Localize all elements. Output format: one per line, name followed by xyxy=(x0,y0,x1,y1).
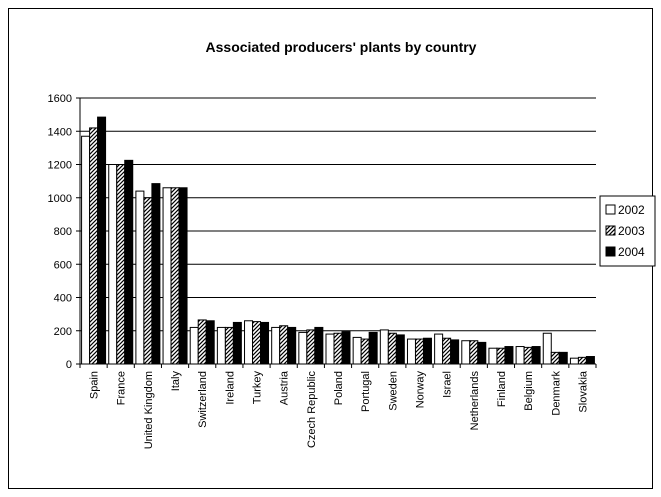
x-category-label: Portugal xyxy=(360,371,372,412)
bar-2004-italy xyxy=(178,187,188,365)
bar-2004-united-kingdom xyxy=(151,183,161,365)
bar-2003-turkey xyxy=(252,321,262,365)
y-tick-label: 1400 xyxy=(48,126,72,138)
bar-2003-ireland xyxy=(224,326,234,365)
x-category-label: Slovakia xyxy=(577,370,589,412)
bar-2002-finland xyxy=(488,347,498,365)
bar-2002-portugal xyxy=(352,336,362,365)
y-tick-label: 800 xyxy=(54,226,72,238)
bar-2004-france xyxy=(124,159,134,365)
bar-2003-sweden xyxy=(387,332,397,365)
bar-2004-sweden xyxy=(395,334,405,365)
bar-2003-united-kingdom xyxy=(143,197,153,365)
bar-2002-united-kingdom xyxy=(135,190,145,365)
bar-2003-spain xyxy=(89,127,99,365)
bar-2003-portugal xyxy=(360,338,370,365)
bar-2004-denmark xyxy=(558,351,568,365)
bar-2004-slovakia xyxy=(585,356,595,365)
x-category-label: Switzerland xyxy=(197,371,209,428)
bar-2004-poland xyxy=(341,331,351,365)
bar-2002-slovakia xyxy=(569,357,579,365)
legend: 2002 2003 2004 xyxy=(599,195,656,267)
bar-2003-netherlands xyxy=(469,340,479,365)
legend-swatch-2003 xyxy=(605,225,616,236)
bar-2003-israel xyxy=(442,337,452,365)
bar-2004-norway xyxy=(422,337,432,365)
bar-2004-austria xyxy=(287,326,297,365)
bar-2004-finland xyxy=(504,346,514,365)
bar-2002-norway xyxy=(406,338,416,365)
legend-label: 2004 xyxy=(618,245,645,259)
x-category-label: Sweden xyxy=(387,371,399,411)
bar-2003-slovakia xyxy=(577,356,587,365)
y-tick-label: 600 xyxy=(54,259,72,271)
bar-2002-czech-republic xyxy=(298,331,308,365)
chart-title: Associated producers' plants by country xyxy=(206,39,477,55)
bar-2002-sweden xyxy=(379,329,389,365)
bar-2002-switzerland xyxy=(189,326,199,365)
x-category-label: Italy xyxy=(170,371,182,392)
bar-2003-denmark xyxy=(550,351,560,365)
y-tick-label: 0 xyxy=(66,359,72,371)
bar-2003-switzerland xyxy=(197,319,207,365)
y-tick-label: 1000 xyxy=(48,193,72,205)
bar-2003-czech-republic xyxy=(306,329,316,365)
x-category-label: Netherlands xyxy=(469,371,481,431)
bar-2002-france xyxy=(108,164,118,365)
legend-label: 2003 xyxy=(618,224,645,238)
x-category-label: Ireland xyxy=(224,371,236,405)
bar-2002-austria xyxy=(271,326,281,365)
bar-2003-italy xyxy=(170,187,180,365)
bar-2002-spain xyxy=(81,135,91,365)
y-tick-label: 1600 xyxy=(48,93,72,105)
bar-2002-ireland xyxy=(216,326,226,365)
bar-2003-france xyxy=(116,164,126,365)
bar-2003-austria xyxy=(279,325,289,365)
x-axis-categories: Spain France United Kingdom Italy Switzerlan… xyxy=(79,364,597,449)
x-category-label: Spain xyxy=(89,371,101,399)
bar-2002-poland xyxy=(325,333,335,365)
bar-2004-ireland xyxy=(232,321,242,365)
x-category-label: Austria xyxy=(279,370,291,405)
bar-2004-spain xyxy=(97,116,107,365)
x-category-label: Belgium xyxy=(523,371,535,411)
x-category-label: Finland xyxy=(496,371,508,407)
x-category-label: Norway xyxy=(414,371,426,409)
bar-2002-israel xyxy=(434,333,444,365)
x-category-label: United Kingdom xyxy=(143,371,155,449)
bar-2004-belgium xyxy=(531,346,541,365)
bar-2002-italy xyxy=(162,187,172,365)
bar-2004-czech-republic xyxy=(314,326,324,365)
x-category-label: Turkey xyxy=(252,371,264,405)
bar-2004-portugal xyxy=(368,331,378,365)
bar-2004-turkey xyxy=(260,321,270,365)
y-tick-label: 1200 xyxy=(48,160,72,172)
bar-2003-poland xyxy=(333,332,343,365)
y-tick-label: 200 xyxy=(54,326,72,338)
x-category-label: Poland xyxy=(333,371,345,405)
legend-swatch-2004 xyxy=(605,246,616,257)
x-category-label: Czech Republic xyxy=(306,371,318,449)
legend-label: 2002 xyxy=(618,203,645,217)
x-category-label: Denmark xyxy=(550,371,562,416)
bar-2002-netherlands xyxy=(461,340,471,365)
bar-2003-finland xyxy=(496,347,506,365)
bar-2004-netherlands xyxy=(477,341,487,365)
x-category-label: France xyxy=(116,371,128,405)
bar-2002-belgium xyxy=(515,346,525,365)
bars xyxy=(81,116,595,365)
bar-2003-norway xyxy=(414,338,424,365)
y-axis-ticks: 0 200 400 600 800 1000 1200 1400 1600 xyxy=(48,93,80,371)
bar-2002-denmark xyxy=(542,332,552,365)
bar-2004-israel xyxy=(450,339,460,365)
legend-swatch-2002 xyxy=(605,204,616,215)
bar-2003-belgium xyxy=(523,346,533,365)
bar-2002-turkey xyxy=(244,320,254,365)
bar-2004-switzerland xyxy=(205,320,215,365)
x-category-label: Israel xyxy=(442,371,454,398)
y-tick-label: 400 xyxy=(54,293,72,305)
